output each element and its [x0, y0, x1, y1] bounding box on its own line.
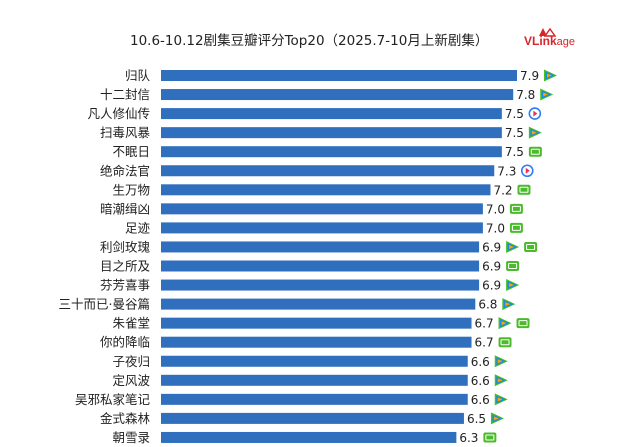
tencent-icon [494, 374, 508, 387]
category-label: 朝雪录 [112, 430, 150, 445]
bar [161, 241, 480, 253]
value-label: 7.5 [505, 126, 524, 140]
bar [161, 70, 517, 81]
youku-icon [528, 107, 542, 120]
logo-mark-icon [539, 27, 557, 37]
bar [161, 393, 468, 405]
iqiyi-icon [516, 318, 530, 329]
tencent-icon [544, 69, 557, 82]
value-label: 7.5 [505, 145, 524, 159]
logo-text-suffix: age [556, 36, 576, 48]
bar [161, 127, 502, 139]
iqiyi-icon [498, 337, 512, 348]
category-label: 三十而已·曼谷篇 [59, 297, 150, 312]
bar [161, 184, 491, 196]
value-label: 7.2 [493, 183, 512, 197]
iqiyi-icon [509, 222, 523, 233]
value-label: 6.5 [467, 412, 486, 426]
iqiyi-icon [528, 146, 542, 157]
iqiyi-icon [509, 203, 523, 214]
value-label: 6.7 [475, 317, 494, 331]
tencent-icon [506, 240, 520, 253]
value-label: 6.7 [475, 336, 494, 350]
category-label: 定风波 [112, 373, 150, 388]
category-label: 吴邪私家笔记 [75, 392, 151, 407]
bar [161, 89, 514, 101]
category-label: 十二封信 [100, 87, 150, 102]
value-label: 6.3 [459, 431, 478, 445]
value-label: 6.8 [478, 298, 497, 312]
bar [161, 336, 472, 348]
category-label: 扫毒风暴 [100, 125, 151, 140]
bar [161, 374, 468, 386]
value-label: 6.9 [482, 260, 501, 274]
tencent-icon [498, 317, 512, 330]
value-label: 6.9 [482, 240, 501, 254]
bar [161, 146, 502, 158]
category-label: 利剑玫瑰 [100, 239, 151, 254]
value-label: 7.9 [520, 69, 539, 83]
bar [161, 355, 468, 367]
category-label: 暗潮缉凶 [100, 201, 150, 216]
category-label: 芬芳喜事 [100, 278, 150, 293]
bar [161, 222, 483, 234]
tencent-icon [494, 355, 508, 368]
category-label: 金式森林 [100, 411, 151, 426]
bar [161, 412, 464, 424]
category-label: 足迹 [125, 220, 151, 235]
tencent-icon [540, 88, 554, 101]
category-label: 绝命法官 [100, 163, 150, 178]
value-label: 6.9 [482, 279, 501, 293]
category-label: 生万物 [112, 182, 150, 197]
value-label: 7.3 [497, 164, 516, 178]
category-label: 归队 [125, 68, 151, 83]
value-label: 6.6 [471, 355, 490, 369]
bar [161, 317, 472, 329]
tencent-icon [494, 393, 508, 406]
iqiyi-icon [506, 261, 520, 271]
category-label: 不眠日 [112, 144, 150, 159]
logo-text-main: VLink [524, 34, 557, 48]
value-label: 7.0 [486, 221, 505, 235]
vlinkage-logo: VLinkage [524, 27, 614, 50]
category-label: 你的降临 [100, 335, 150, 350]
value-label: 6.6 [471, 374, 490, 388]
category-label: 凡人修仙传 [87, 106, 150, 121]
category-label: 目之所及 [100, 259, 151, 274]
iqiyi-icon [517, 184, 531, 195]
bar [161, 260, 480, 272]
bar [161, 203, 483, 215]
bar [161, 279, 480, 291]
tencent-icon [502, 298, 516, 311]
bar [161, 431, 457, 443]
category-label: 朱雀堂 [112, 316, 150, 331]
iqiyi-icon [483, 432, 497, 443]
tencent-icon [506, 279, 520, 292]
bar [161, 165, 495, 177]
chart-title: 10.6-10.12剧集豆瓣评分Top20（2025.7-10月上新剧集） [130, 33, 489, 49]
value-label: 7.0 [486, 202, 505, 216]
value-label: 7.5 [505, 107, 524, 121]
value-label: 6.6 [471, 393, 490, 407]
tencent-icon [528, 126, 542, 139]
tencent-icon [490, 412, 504, 425]
iqiyi-icon [524, 241, 538, 252]
bar [161, 298, 476, 310]
youku-icon [520, 164, 534, 178]
bar [161, 108, 502, 120]
value-label: 7.8 [516, 88, 535, 102]
category-label: 子夜归 [112, 354, 150, 369]
